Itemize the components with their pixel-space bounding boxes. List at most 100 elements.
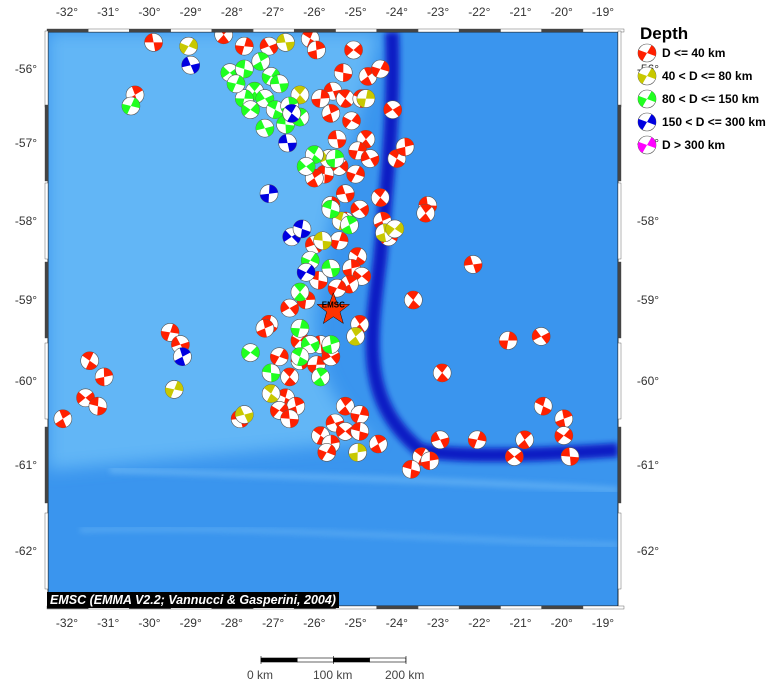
earthquake-beachball-shallow[interactable] [344,40,363,60]
earthquake-beachball-shallow[interactable] [144,33,163,52]
earthquake-beachball-shallow[interactable] [336,89,355,108]
earthquake-beachball-deep[interactable] [290,319,310,338]
earthquake-beachball-deep[interactable] [296,157,316,176]
earthquake-beachball-shallow[interactable] [371,188,390,207]
earthquake-beachball-shallow[interactable] [311,89,330,108]
earthquake-beachball-shallow[interactable] [336,184,355,203]
earthquake-beachball-shallow[interactable] [420,451,440,471]
earthquake-beachball-shallow[interactable] [350,405,370,424]
earthquake-beachball-deep[interactable] [241,343,260,362]
earthquake-beachball-deep[interactable] [251,52,271,71]
earthquake-beachball-shallow[interactable] [53,409,73,429]
earthquake-beachball-shallow[interactable] [307,40,326,60]
earthquake-beachball-shallow[interactable] [401,459,421,479]
earthquake-beachball-shallow[interactable] [515,430,534,450]
earthquake-beachball-shallow[interactable] [554,409,574,429]
earthquake-beachball-shallow[interactable] [270,347,289,367]
earthquake-beachball-shallow[interactable] [94,367,114,387]
longitude-label: -22° [468,616,490,630]
earthquake-beachball-shallow[interactable] [531,327,551,346]
earthquake-beachball-shallow[interactable] [329,231,349,251]
earthquake-beachball-deep[interactable] [290,347,310,367]
earthquake-beachball-deep[interactable] [234,59,254,79]
earthquake-beachball-shallow[interactable] [160,323,180,342]
earthquake-beachball-deep[interactable] [340,215,359,235]
earthquake-beachball-shallow[interactable] [317,443,337,462]
earthquake-beachball-shallow[interactable] [371,59,390,79]
earthquake-beachball-shallow[interactable] [321,104,341,123]
earthquake-beachball-shallow[interactable] [383,100,403,119]
earthquake-beachball-intermediate[interactable] [348,443,367,462]
earthquake-beachball-very-deep[interactable] [296,263,316,282]
earthquake-beachball-shallow[interactable] [88,396,108,416]
station-marker[interactable]: EMSC [316,291,351,325]
earthquake-beachball-shallow[interactable] [432,363,452,383]
earthquake-beachball-intermediate[interactable] [261,384,281,403]
legend-beachball-icon[interactable] [637,112,657,132]
earthquake-beachball-shallow[interactable] [76,388,95,408]
earthquake-beachball-deep[interactable] [121,96,141,116]
earthquake-beachball-intermediate[interactable] [164,380,184,399]
earthquake-beachball-shallow[interactable] [360,149,380,168]
legend-beachball-icon[interactable] [637,66,657,86]
earthquake-beachball-deep[interactable] [321,200,341,219]
legend-beachball-icon[interactable] [637,43,657,63]
earthquake-beachball-shallow[interactable] [333,63,353,82]
earthquake-beachball-shallow[interactable] [498,331,518,350]
earthquake-beachball-shallow[interactable] [336,396,355,416]
earthquake-beachball-shallow[interactable] [234,36,254,56]
earthquake-beachball-shallow[interactable] [346,164,365,184]
earthquake-beachball-shallow[interactable] [416,203,436,223]
earthquake-beachball-shallow[interactable] [505,447,524,466]
earthquake-beachball-deep[interactable] [261,363,281,383]
earthquake-beachball-shallow[interactable] [350,200,370,219]
legend-beachball-icon[interactable] [637,135,657,155]
earthquake-beachball-shallow[interactable] [368,434,388,454]
legend-beachball-icon[interactable] [637,89,657,109]
earthquake-beachball-deep[interactable] [226,74,246,94]
earthquake-beachball-shallow[interactable] [533,396,553,416]
axis-labels: -32° -32° -31° -31° -30° -30° -29° -29° -28° -28°… [15,5,659,630]
earthquake-beachball-intermediate[interactable] [356,89,376,108]
earthquake-beachball-intermediate[interactable] [385,219,405,239]
earthquake-beachball-shallow[interactable] [342,111,361,131]
earthquake-beachball-deep[interactable] [255,118,275,138]
earthquake-beachball-shallow[interactable] [350,422,370,441]
earthquake-beachball-shallow[interactable] [280,409,299,429]
earthquake-beachball-deep[interactable] [321,335,341,354]
earthquake-beachball-deep[interactable] [325,149,345,168]
earthquake-beachball-shallow[interactable] [280,367,299,387]
earthquake-beachball-shallow[interactable] [80,351,99,371]
earthquake-beachball-intermediate[interactable] [179,36,198,56]
earthquake-beachball-very-deep[interactable] [278,133,297,153]
earthquake-beachball-deep[interactable] [311,367,330,387]
earthquake-beachball-intermediate[interactable] [313,231,332,251]
earthquake-beachball-shallow[interactable] [214,26,233,45]
earthquake-beachball-shallow[interactable] [395,137,415,157]
earthquake-beachball-shallow[interactable] [463,255,483,274]
earthquake-beachball-very-deep[interactable] [282,104,302,123]
earthquake-beachball-deep[interactable] [300,335,320,354]
earthquake-beachball-very-deep[interactable] [259,184,279,203]
earthquake-beachball-deep[interactable] [265,100,285,119]
earthquake-beachball-intermediate[interactable] [234,405,254,424]
earthquake-beachball-deep[interactable] [290,282,310,302]
earthquake-beachball-very-deep[interactable] [181,55,200,75]
earthquake-beachball-intermediate[interactable] [346,327,365,346]
earthquake-beachball-shallow[interactable] [404,290,423,310]
earthquake-beachball-shallow[interactable] [430,430,450,450]
earthquake-beachball-shallow[interactable] [554,426,574,445]
earthquake-beachball-very-deep[interactable] [292,219,312,239]
earthquake-beachball-shallow[interactable] [327,278,347,298]
earthquake-beachball-deep[interactable] [321,259,341,278]
earthquake-beachball-shallow[interactable] [560,447,580,466]
earthquake-beachball-deep[interactable] [270,74,289,94]
earthquake-beachball-shallow[interactable] [280,298,299,318]
earthquake-beachball-intermediate[interactable] [276,33,295,52]
earthquake-beachball-shallow[interactable] [327,130,347,149]
earthquake-beachball-shallow[interactable] [467,430,487,450]
earthquake-beachball-shallow[interactable] [255,319,275,338]
earthquake-beachball-deep[interactable] [241,100,260,119]
earthquake-beachball-very-deep[interactable] [173,347,192,367]
